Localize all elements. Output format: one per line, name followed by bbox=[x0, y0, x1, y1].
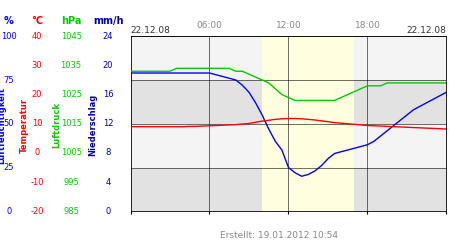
Text: 20: 20 bbox=[32, 90, 42, 99]
Text: 100: 100 bbox=[1, 32, 17, 41]
Text: 8: 8 bbox=[105, 148, 111, 158]
Text: Erstellt: 19.01.2012 10:54: Erstellt: 19.01.2012 10:54 bbox=[220, 231, 338, 240]
Text: 1045: 1045 bbox=[61, 32, 81, 41]
Text: -10: -10 bbox=[30, 178, 44, 186]
Text: 40: 40 bbox=[32, 32, 42, 41]
Text: %: % bbox=[4, 16, 14, 26]
Text: 24: 24 bbox=[103, 32, 113, 41]
Bar bbox=[130, 168, 446, 211]
Text: 1015: 1015 bbox=[61, 119, 81, 128]
Text: Temperatur: Temperatur bbox=[20, 98, 29, 152]
Text: 1025: 1025 bbox=[61, 90, 81, 99]
Text: 1005: 1005 bbox=[61, 148, 81, 158]
Text: -20: -20 bbox=[30, 207, 44, 216]
Bar bbox=[262, 36, 288, 211]
Text: 995: 995 bbox=[63, 178, 79, 186]
Text: 16: 16 bbox=[103, 90, 113, 99]
Text: 18:00: 18:00 bbox=[355, 21, 380, 30]
Text: °C: °C bbox=[31, 16, 43, 26]
Bar bbox=[130, 124, 446, 168]
Text: 30: 30 bbox=[32, 61, 42, 70]
Text: mm/h: mm/h bbox=[93, 16, 123, 26]
Text: 0: 0 bbox=[105, 207, 111, 216]
Text: 06:00: 06:00 bbox=[197, 21, 222, 30]
Text: 12:00: 12:00 bbox=[275, 21, 302, 30]
Text: 12: 12 bbox=[103, 119, 113, 128]
Text: 0: 0 bbox=[34, 148, 40, 158]
Text: 10: 10 bbox=[32, 119, 42, 128]
Text: 985: 985 bbox=[63, 207, 79, 216]
Text: 22.12.08: 22.12.08 bbox=[130, 26, 171, 35]
Bar bbox=[130, 36, 446, 80]
Text: 1035: 1035 bbox=[61, 61, 81, 70]
Text: 0: 0 bbox=[6, 207, 12, 216]
Text: 25: 25 bbox=[4, 163, 14, 172]
Bar bbox=[288, 36, 354, 211]
Text: 22.12.08: 22.12.08 bbox=[406, 26, 446, 35]
Bar bbox=[130, 80, 446, 124]
Text: 75: 75 bbox=[4, 76, 14, 84]
Text: 4: 4 bbox=[105, 178, 111, 186]
Text: Luftfeuchtigkeit: Luftfeuchtigkeit bbox=[0, 86, 6, 164]
Text: 50: 50 bbox=[4, 119, 14, 128]
Text: hPa: hPa bbox=[61, 16, 81, 26]
Text: Niederschlag: Niederschlag bbox=[89, 94, 98, 156]
Text: 20: 20 bbox=[103, 61, 113, 70]
Text: Luftdruck: Luftdruck bbox=[52, 102, 61, 148]
